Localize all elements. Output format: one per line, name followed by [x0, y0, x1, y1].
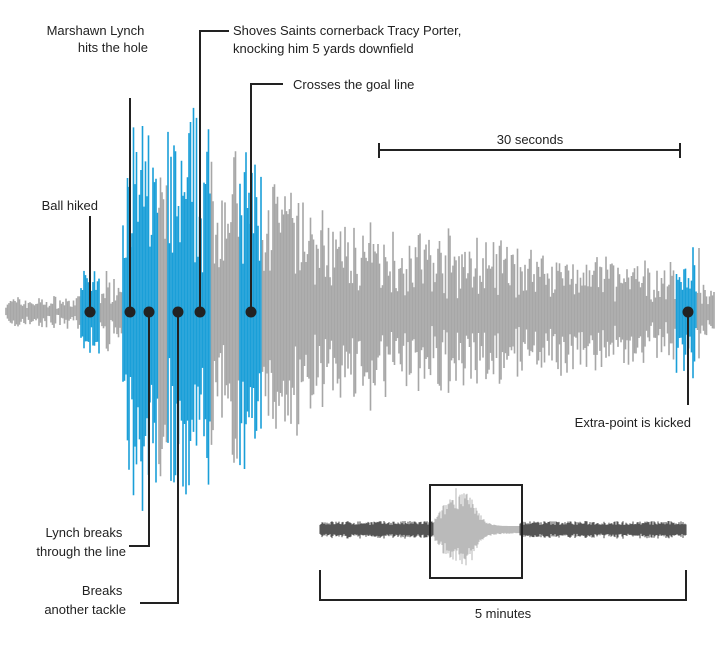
- annotation-leaders: [89, 30, 689, 604]
- marker-marshawn-lynch: [124, 306, 136, 318]
- five-minutes-scale-bar: [319, 570, 687, 601]
- marker-extra-point: [682, 306, 694, 318]
- leader-crosses-goal-line: [250, 83, 283, 312]
- label-lynch-breaks-line: Lynch breaks through the line: [36, 525, 126, 559]
- leader-breaks-another-tackle: [140, 312, 179, 604]
- leader-shoves-porter: [199, 30, 229, 312]
- event-markers: [84, 306, 694, 318]
- thirty-seconds-scale-bar: [378, 143, 681, 158]
- marker-crosses-goal-line: [245, 306, 257, 318]
- leader-lynch-breaks-line: [129, 312, 150, 547]
- waveform-layer: [5, 107, 715, 511]
- five-minutes-label: 5 minutes: [475, 606, 532, 621]
- marker-lynch-breaks-line: [143, 306, 155, 318]
- label-breaks-another-tackle: Breaks another tackle: [44, 583, 126, 617]
- label-marshawn-lynch: Marshawn Lynch hits the hole: [47, 23, 148, 55]
- marker-shoves-porter: [194, 306, 206, 318]
- label-extra-point: Extra-point is kicked: [575, 415, 691, 430]
- label-crosses-goal-line: Crosses the goal line: [293, 77, 414, 92]
- label-ball-hiked: Ball hiked: [42, 198, 98, 213]
- label-shoves-porter: Shoves Saints cornerback Tracy Porter, k…: [233, 23, 465, 56]
- marker-breaks-another-tackle: [172, 306, 184, 318]
- marker-ball-hiked: [84, 306, 96, 318]
- context-highlight-box: [429, 484, 523, 579]
- context-inset: [319, 488, 687, 566]
- thirty-seconds-label: 30 seconds: [497, 132, 564, 147]
